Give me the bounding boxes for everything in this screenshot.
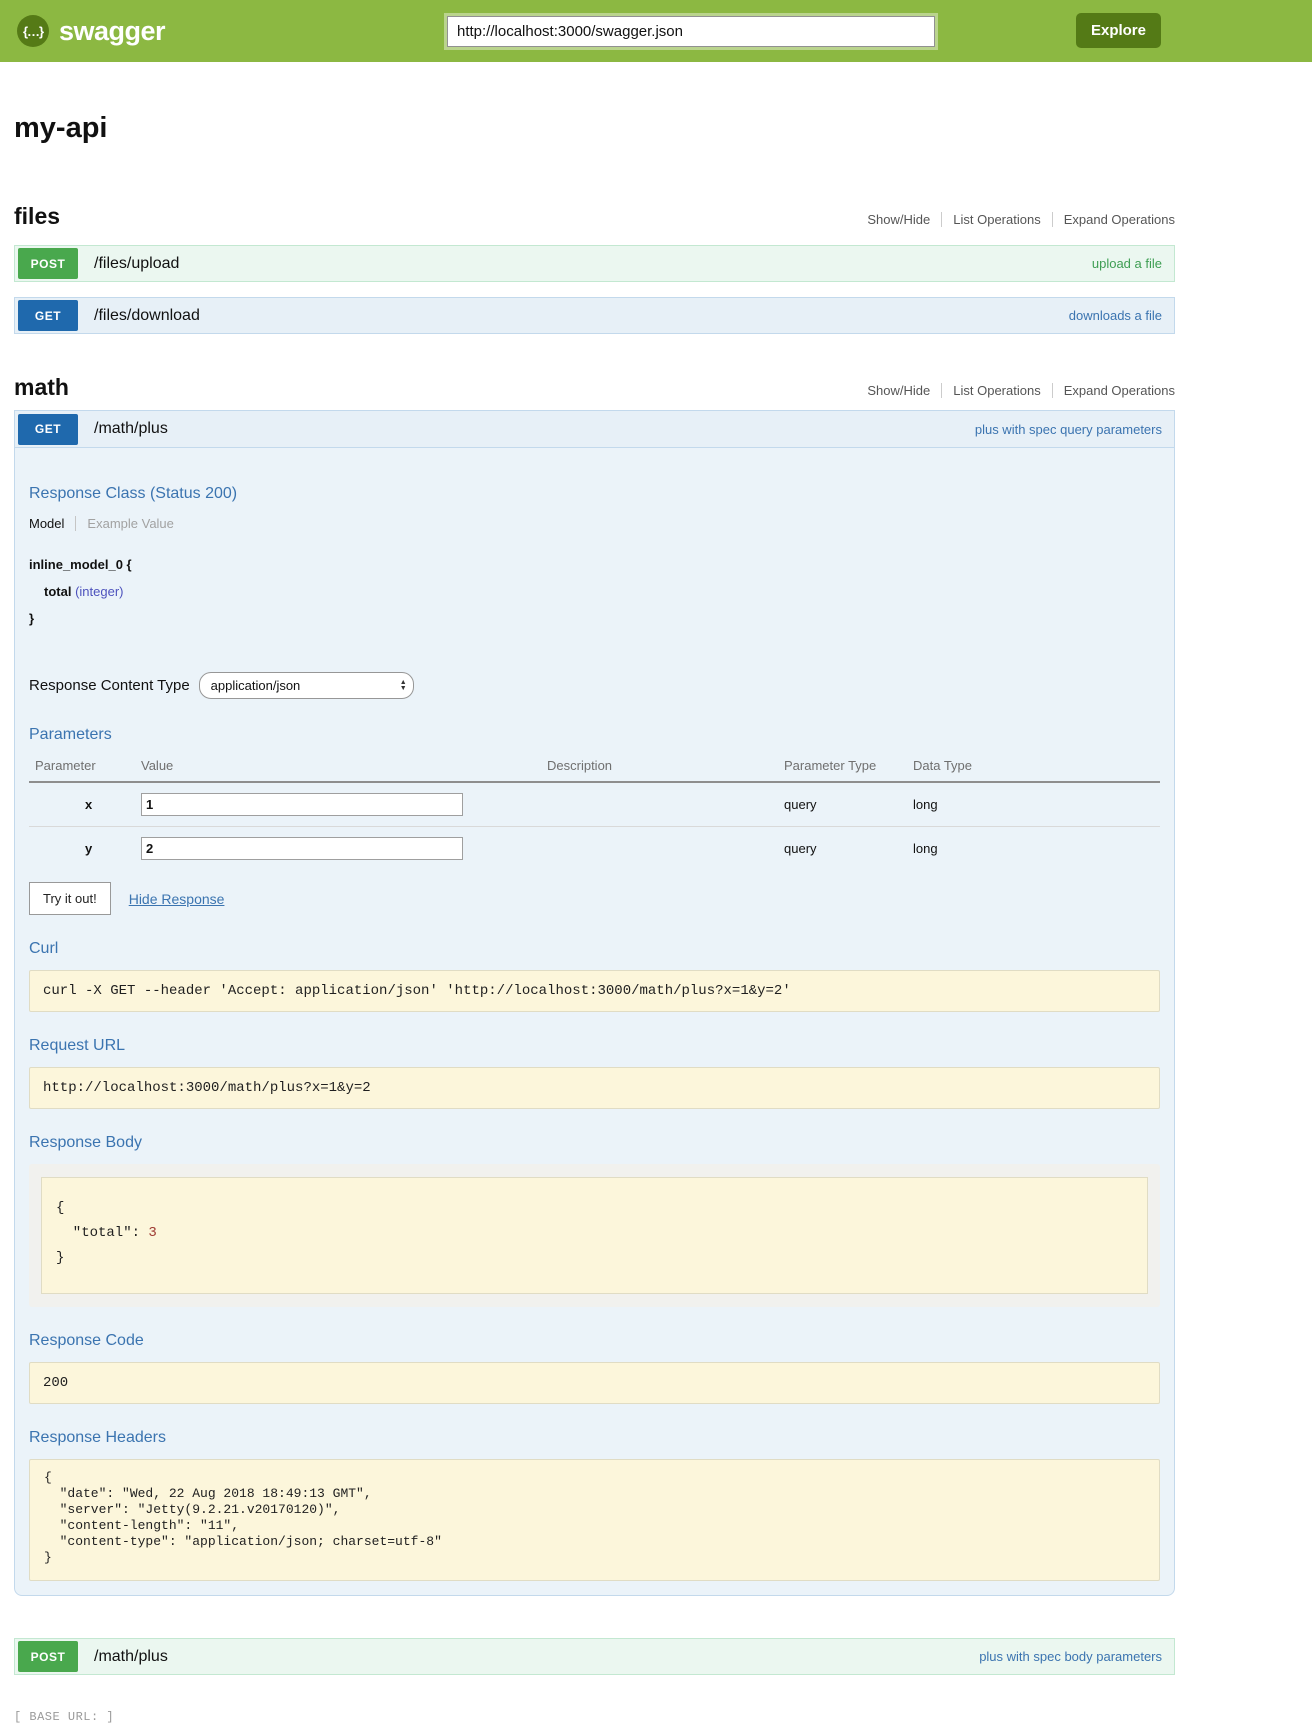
response-class-heading: Response Class (Status 200) bbox=[29, 485, 238, 502]
op-path-math-plus[interactable]: /math/plus bbox=[94, 420, 168, 437]
tab-divider bbox=[75, 516, 77, 531]
op-summary-math-plus-get[interactable]: plus with spec query parameters bbox=[974, 421, 1162, 437]
app-header: {…} swagger Explore bbox=[0, 0, 1312, 62]
param-name: y bbox=[85, 841, 93, 856]
col-parameter: Parameter bbox=[29, 752, 141, 783]
response-body-container: { "total": 3 } bbox=[29, 1164, 1160, 1307]
tab-model[interactable]: Model bbox=[29, 516, 65, 531]
op-row-math-plus-get[interactable]: GET /math/plus plus with spec query para… bbox=[15, 411, 1174, 448]
parameters-heading: Parameters bbox=[29, 726, 112, 743]
response-content-type-row: Response Content Type application/json ▲… bbox=[29, 672, 1160, 699]
model-property-name: total bbox=[44, 584, 72, 599]
expand-operations-link[interactable]: Expand Operations bbox=[1063, 212, 1175, 227]
op-expanded-math-plus-get: GET /math/plus plus with spec query para… bbox=[14, 410, 1175, 1596]
swagger-logo-icon: {…} bbox=[17, 15, 49, 47]
response-code: 200 bbox=[29, 1362, 1160, 1404]
response-content-type-select[interactable]: application/json ▲ ▼ bbox=[198, 672, 414, 699]
method-badge-post: POST bbox=[18, 248, 78, 279]
response-headers-heading: Response Headers bbox=[29, 1429, 166, 1446]
response-code-heading: Response Code bbox=[29, 1332, 144, 1349]
page-title: my-api bbox=[14, 112, 108, 144]
op-path-math-plus-post[interactable]: /math/plus bbox=[94, 1647, 168, 1665]
math-section-title: math bbox=[14, 374, 69, 400]
stepper-down-icon: ▼ bbox=[399, 684, 407, 692]
operation-detail-panel: Response Class (Status 200) Model Exampl… bbox=[15, 448, 1174, 1595]
parameters-table-header-row: Parameter Value Description Parameter Ty… bbox=[29, 752, 1160, 783]
curl-command: curl -X GET --header 'Accept: applicatio… bbox=[29, 970, 1160, 1012]
param-type: query bbox=[784, 841, 817, 856]
math-section-header: math Show/Hide List Operations Expand Op… bbox=[14, 374, 1175, 401]
op-summary-math-plus-post[interactable]: plus with spec body parameters bbox=[979, 1649, 1162, 1664]
show-hide-link[interactable]: Show/Hide bbox=[867, 212, 931, 227]
op-path-files-download[interactable]: /files/download bbox=[94, 306, 200, 324]
response-content-type-label: Response Content Type bbox=[29, 677, 190, 694]
link-divider bbox=[1051, 383, 1053, 398]
tab-example-value[interactable]: Example Value bbox=[87, 516, 174, 531]
brand-title: swagger bbox=[59, 15, 166, 46]
base-url-label: [ BASE URL: ] bbox=[14, 1710, 115, 1724]
expand-operations-link[interactable]: Expand Operations bbox=[1063, 383, 1175, 398]
list-operations-link[interactable]: List Operations bbox=[953, 212, 1041, 227]
list-operations-link[interactable]: List Operations bbox=[953, 383, 1041, 398]
response-body-key: "total": bbox=[56, 1225, 149, 1241]
method-badge-get: GET bbox=[18, 300, 78, 331]
op-path-files-upload[interactable]: /files/upload bbox=[94, 254, 180, 272]
model-close-line: } bbox=[29, 611, 35, 626]
link-divider bbox=[941, 383, 943, 398]
op-summary-files-download[interactable]: downloads a file bbox=[1068, 308, 1162, 323]
param-description bbox=[547, 782, 784, 827]
response-headers-json: { "date": "Wed, 22 Aug 2018 18:49:13 GMT… bbox=[29, 1459, 1160, 1581]
response-body-value: 3 bbox=[148, 1225, 157, 1241]
explore-button[interactable]: Explore bbox=[1075, 13, 1161, 48]
select-stepper-icon: ▲ ▼ bbox=[399, 678, 407, 692]
show-hide-link[interactable]: Show/Hide bbox=[867, 383, 931, 398]
try-it-out-row: Try it out! Hide Response bbox=[29, 882, 1160, 915]
param-row-y: y query long bbox=[29, 827, 1160, 871]
response-body-json: { "total": 3 } bbox=[41, 1177, 1148, 1294]
hide-response-link[interactable]: Hide Response bbox=[128, 890, 225, 907]
response-content-type-value: application/json bbox=[210, 678, 301, 693]
op-summary-files-upload[interactable]: upload a file bbox=[1091, 256, 1162, 271]
response-body-close: } bbox=[56, 1250, 65, 1266]
param-data-type: long bbox=[913, 841, 938, 856]
model-tabs: Model Example Value bbox=[29, 516, 1160, 531]
link-divider bbox=[941, 212, 943, 227]
files-section-title: files bbox=[14, 203, 61, 229]
model-property: total (integer) bbox=[29, 578, 1160, 605]
curl-heading: Curl bbox=[29, 940, 59, 957]
param-description bbox=[547, 827, 784, 871]
param-y-input[interactable] bbox=[141, 837, 463, 860]
col-description: Description bbox=[547, 752, 784, 783]
files-section-links: Show/Hide List Operations Expand Operati… bbox=[867, 212, 1175, 227]
response-body-heading: Response Body bbox=[29, 1134, 142, 1151]
model-property-type: (integer) bbox=[75, 584, 124, 599]
param-x-input[interactable] bbox=[141, 793, 463, 816]
param-name: x bbox=[29, 782, 141, 827]
col-parameter-type: Parameter Type bbox=[784, 752, 913, 783]
op-row-math-plus-post[interactable]: POST /math/plus plus with spec body para… bbox=[14, 1638, 1175, 1675]
swagger-logo[interactable]: {…} swagger bbox=[17, 15, 166, 47]
col-value: Value bbox=[141, 752, 547, 783]
param-data-type: long bbox=[913, 782, 1160, 827]
request-url-heading: Request URL bbox=[29, 1037, 126, 1054]
math-section-links: Show/Hide List Operations Expand Operati… bbox=[867, 383, 1175, 398]
method-badge-post: POST bbox=[18, 1641, 78, 1672]
op-row-files-download[interactable]: GET /files/download downloads a file bbox=[14, 297, 1175, 334]
model-schema: inline_model_0 { total (integer) } bbox=[29, 551, 1160, 632]
method-badge-get: GET bbox=[18, 413, 78, 445]
parameters-table: Parameter Value Description Parameter Ty… bbox=[29, 752, 1160, 870]
stepper-up-icon: ▲ bbox=[399, 678, 407, 686]
spec-url-input[interactable] bbox=[447, 16, 935, 47]
model-open-line: inline_model_0 { bbox=[29, 557, 132, 572]
param-type: query bbox=[784, 782, 913, 827]
files-section-header: files Show/Hide List Operations Expand O… bbox=[14, 203, 1175, 230]
param-row-x: x query long bbox=[29, 782, 1160, 827]
op-row-files-upload[interactable]: POST /files/upload upload a file bbox=[14, 245, 1175, 282]
col-data-type: Data Type bbox=[913, 752, 1160, 783]
request-url: http://localhost:3000/math/plus?x=1&y=2 bbox=[29, 1067, 1160, 1109]
try-it-out-button[interactable]: Try it out! bbox=[29, 882, 111, 915]
link-divider bbox=[1051, 212, 1053, 227]
response-body-open: { bbox=[56, 1200, 65, 1216]
